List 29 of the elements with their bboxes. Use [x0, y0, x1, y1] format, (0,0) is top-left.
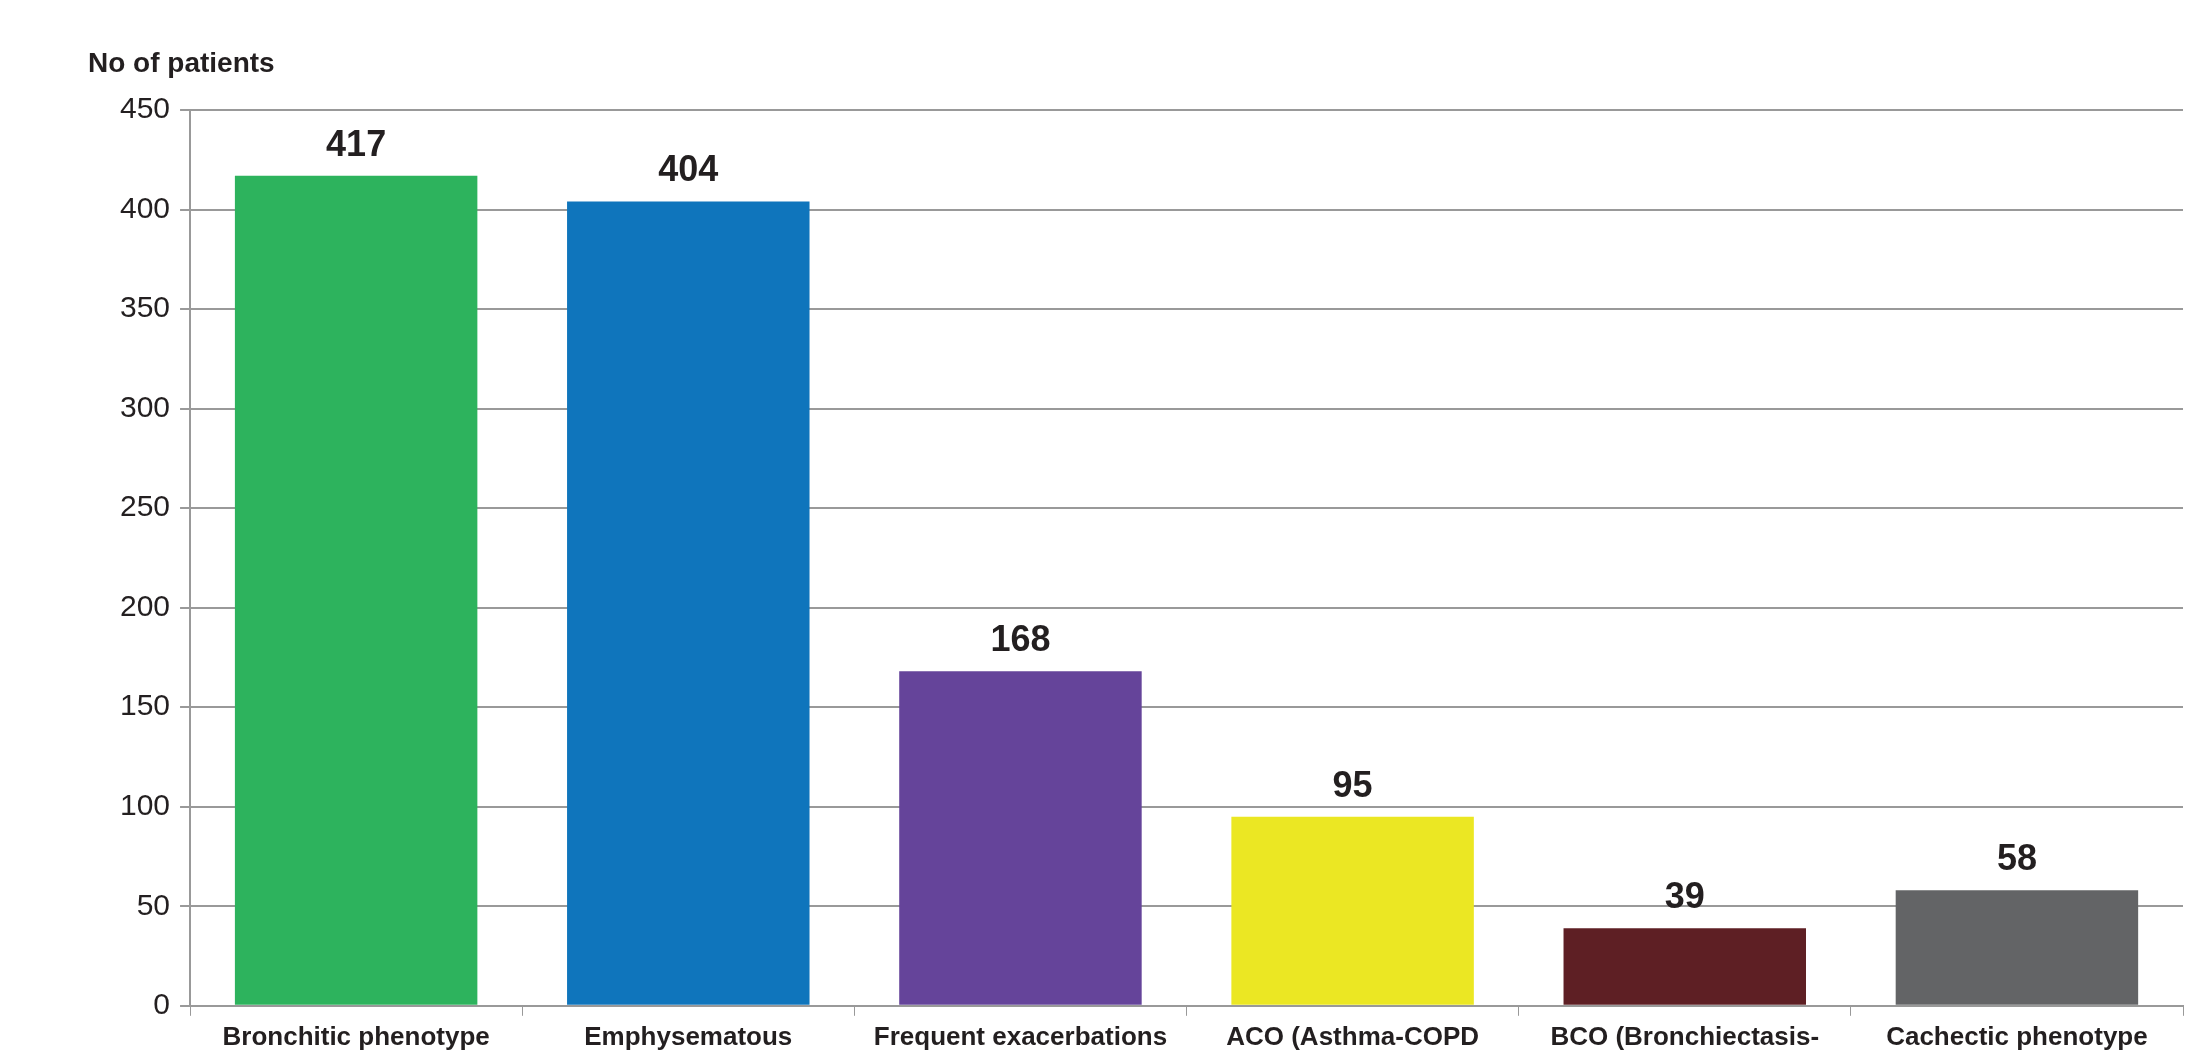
data-label: 168 — [990, 618, 1051, 660]
y-tick-label: 100 — [119, 788, 171, 821]
y-tick-label: 250 — [119, 489, 171, 523]
data-label: 58 — [1996, 837, 2037, 879]
data-label: 95 — [1332, 763, 1373, 805]
y-tick-label: 0 — [153, 987, 171, 1021]
y-tick-label: 150 — [119, 688, 171, 722]
y-axis-title: No of patients — [88, 47, 275, 78]
bar — [567, 201, 810, 1005]
bar — [899, 671, 1142, 1005]
x-tick-label: Bronchitic phenotype — [222, 1020, 490, 1051]
y-tick-label: 300 — [119, 389, 171, 423]
data-label: 417 — [326, 122, 387, 164]
x-tick-label: ACO (Asthma-COPD — [1226, 1020, 1479, 1051]
x-tick-label: Cachectic phenotype — [1886, 1020, 2148, 1051]
bar — [1231, 816, 1474, 1005]
data-label: 39 — [1664, 875, 1705, 917]
x-tick-label: BCO (Bronchiectasis- — [1550, 1020, 1820, 1051]
y-tick-label: 450 — [119, 91, 171, 125]
bar — [1895, 890, 2139, 1005]
x-tick-label: Emphysematous — [584, 1020, 793, 1051]
y-tick-label: 350 — [119, 290, 171, 324]
y-tick-label: 200 — [119, 588, 171, 622]
data-label: 404 — [658, 148, 719, 190]
bar — [234, 175, 478, 1005]
y-tick-label: 50 — [136, 887, 171, 921]
bar — [1563, 928, 1806, 1005]
y-tick-label: 400 — [119, 190, 171, 224]
x-tick-label: Frequent exacerbations — [873, 1020, 1168, 1051]
